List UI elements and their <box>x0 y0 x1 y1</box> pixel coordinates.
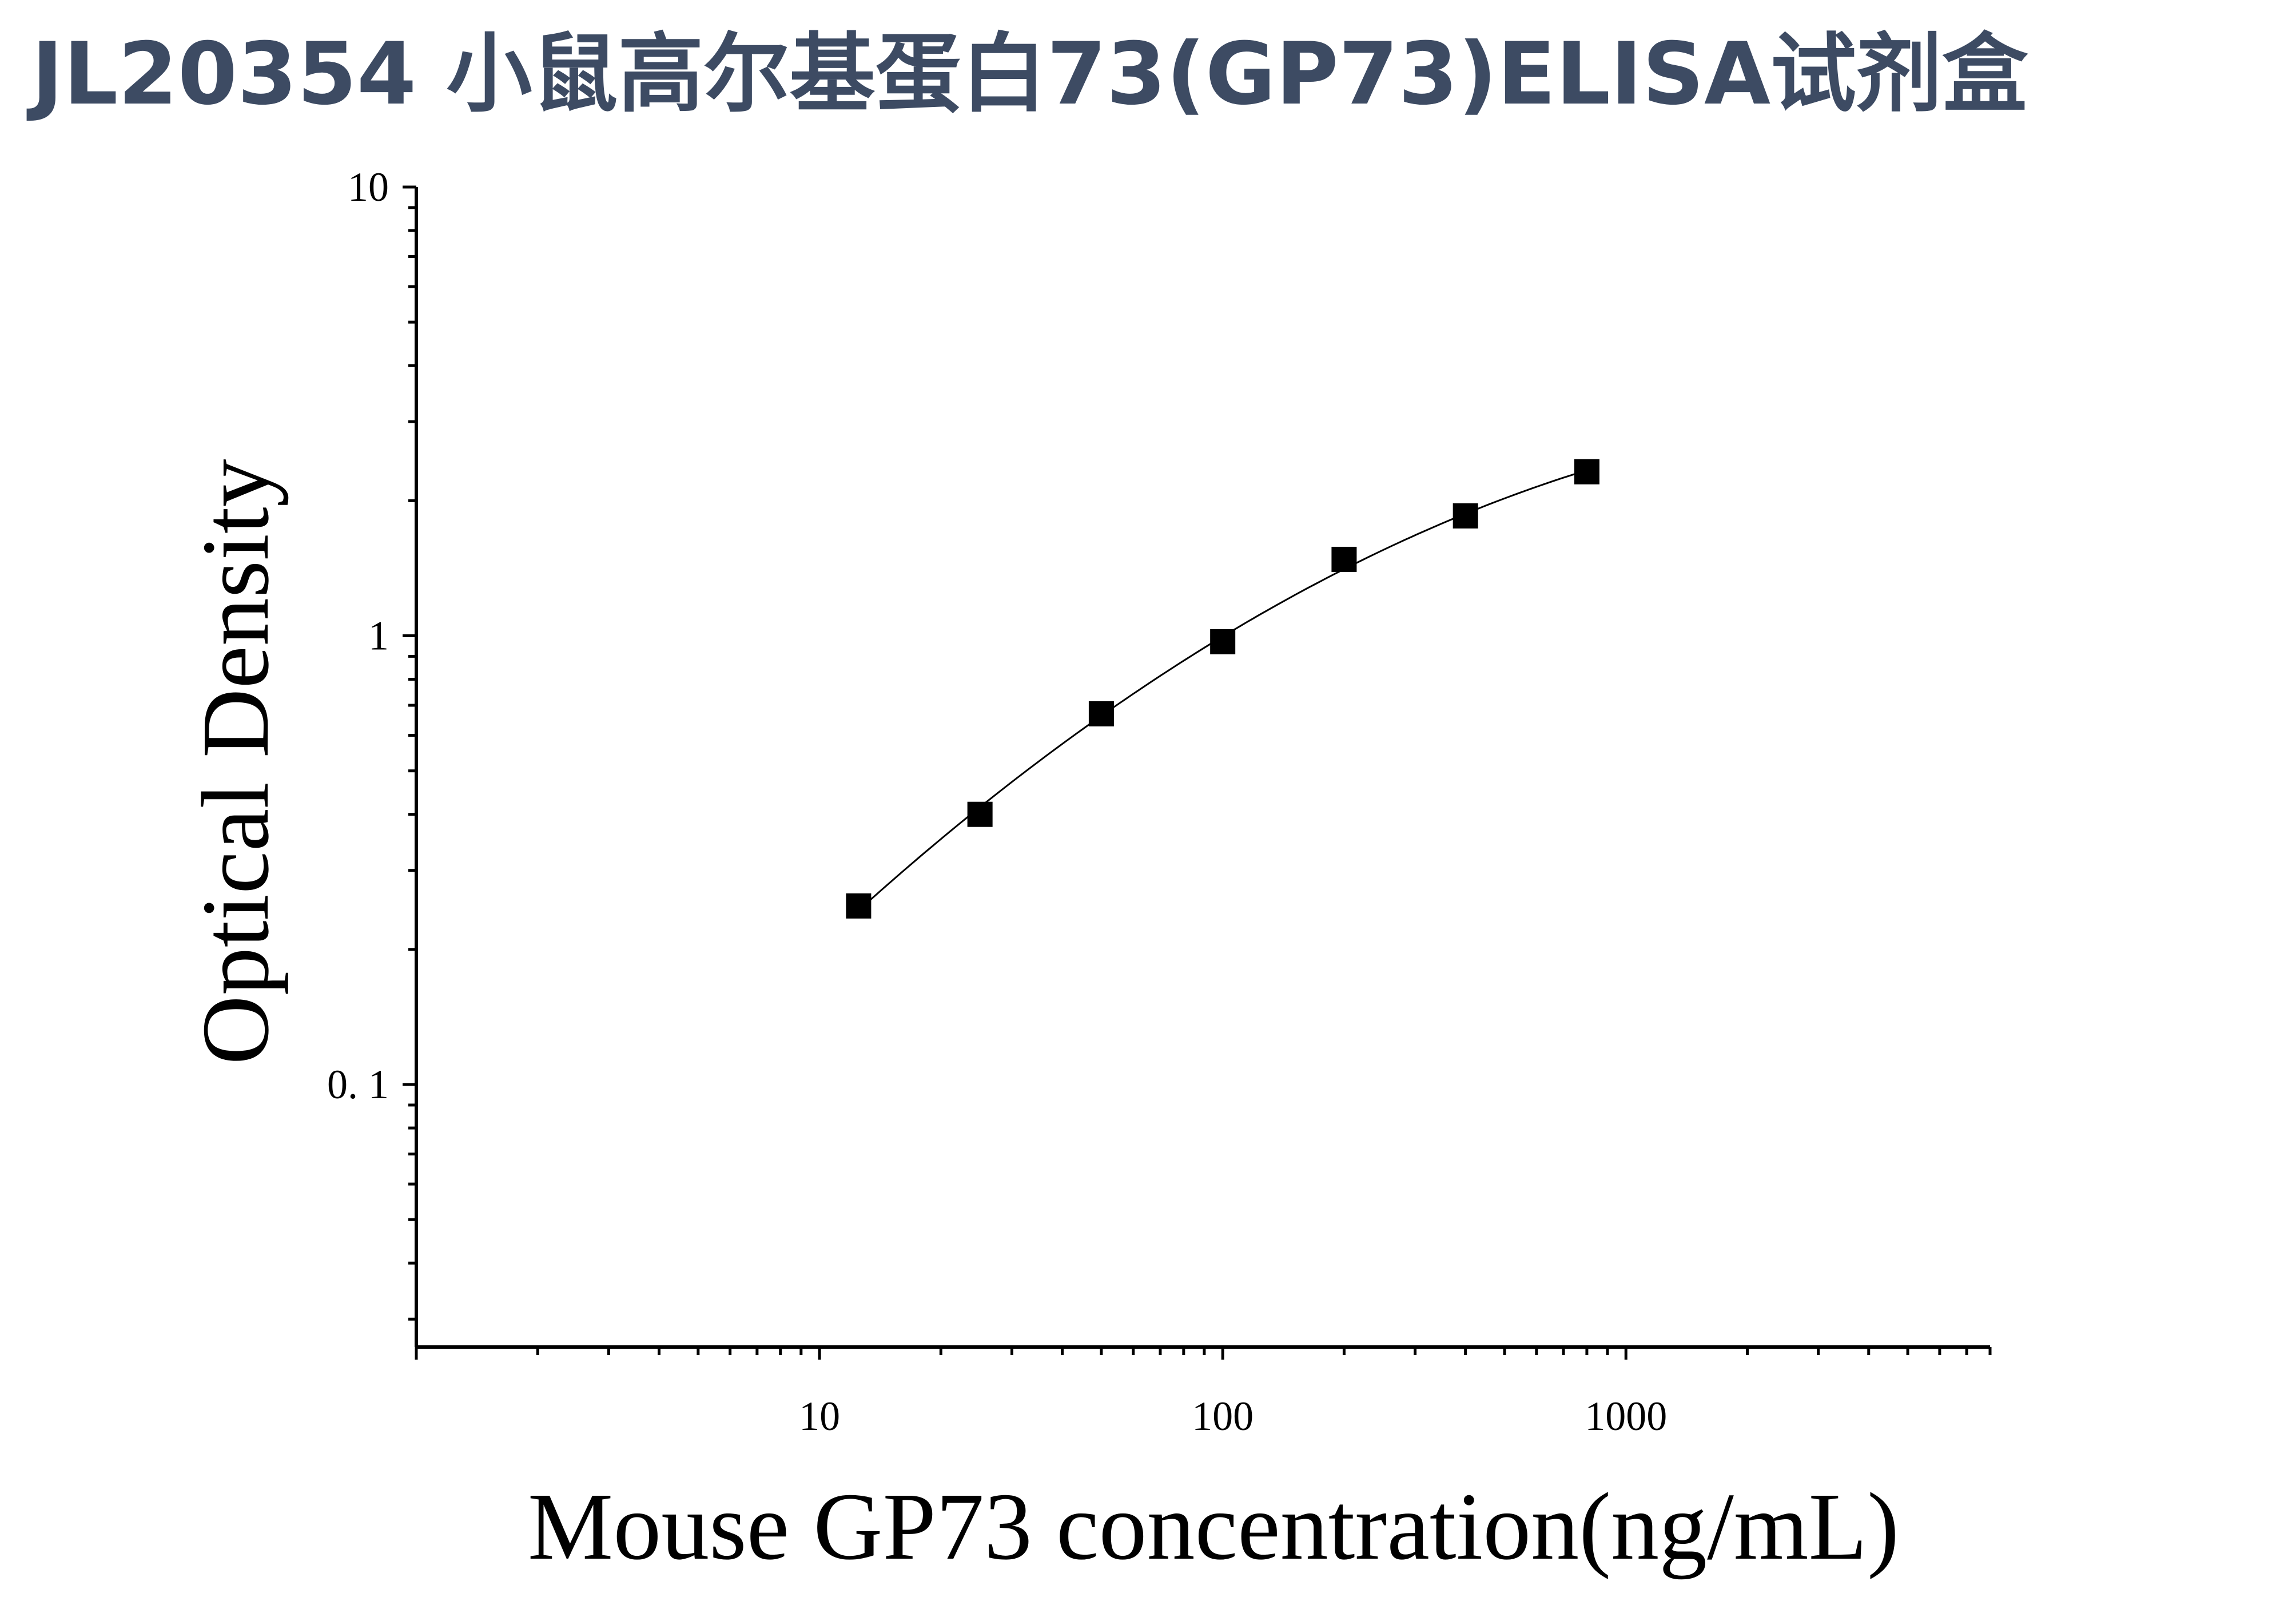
axes <box>415 187 1990 1349</box>
data-point <box>1088 701 1114 726</box>
fit-curve <box>858 469 1587 911</box>
x-tick-label: 100 <box>1192 1393 1254 1439</box>
page-title: JL20354 小鼠高尔基蛋白73(GP73)ELISA试剂盒 <box>31 25 2028 124</box>
x-ticks: 10 100 1000 <box>415 1347 1992 1439</box>
data-points <box>846 459 1599 919</box>
data-point <box>967 801 993 827</box>
y-tick-label: 1 <box>368 613 389 659</box>
y-tick-label: 0. 1 <box>327 1062 389 1107</box>
y-ticks: 0. 1 1 10 <box>327 164 416 1321</box>
x-axis-title: Mouse GP73 concentration(ng/mL) <box>528 1473 1899 1580</box>
y-tick-label: 10 <box>348 164 389 210</box>
data-point <box>1331 546 1357 572</box>
data-point <box>1210 629 1236 654</box>
x-tick-label: 10 <box>799 1393 840 1439</box>
data-point <box>1574 459 1599 484</box>
y-axis-title: Optical Density <box>182 459 289 1064</box>
data-point <box>846 893 872 919</box>
data-point <box>1453 503 1478 529</box>
x-tick-label: 1000 <box>1585 1393 1667 1439</box>
